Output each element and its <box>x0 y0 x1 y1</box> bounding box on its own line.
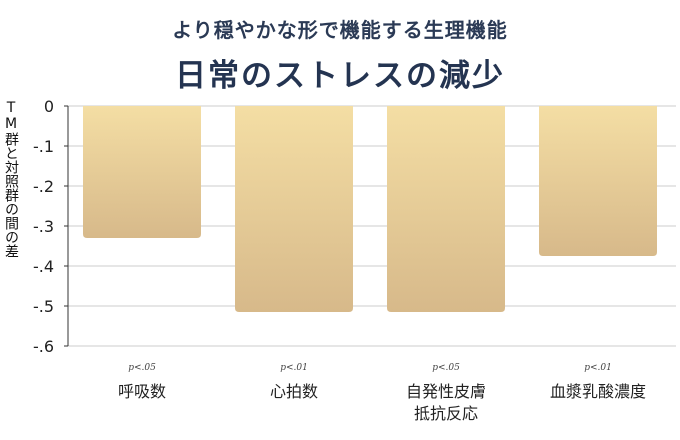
significance-label: p<.01 <box>280 363 308 373</box>
category-label: 呼吸数 <box>118 382 166 401</box>
bar <box>83 106 201 238</box>
y-axis-label: TM群と対照群の間の差 <box>3 100 19 258</box>
y-tick-label: -.6 <box>33 337 54 356</box>
significance-label: p<.05 <box>432 363 460 373</box>
bar <box>235 106 353 312</box>
bar <box>387 106 505 312</box>
significance-label: p<.05 <box>128 363 156 373</box>
chart-title: 日常のストレスの減少 <box>175 58 505 94</box>
bar <box>539 106 657 256</box>
significance-label: p<.01 <box>584 363 612 373</box>
chart-subtitle: より穏やかな形で機能する生理機能 <box>172 18 508 42</box>
category-label: 抵抗反応 <box>414 404 478 423</box>
category-label: 自発性皮膚 <box>406 382 486 401</box>
y-tick-label: -.5 <box>33 297 54 316</box>
y-tick-label: -.4 <box>33 257 54 276</box>
y-tick-label: -.1 <box>33 137 54 156</box>
y-tick-label: 0 <box>44 97 54 116</box>
category-label: 心拍数 <box>270 382 318 401</box>
y-tick-label: -.2 <box>33 177 54 196</box>
category-label: 血漿乳酸濃度 <box>550 382 646 401</box>
y-tick-label: -.3 <box>33 217 54 236</box>
